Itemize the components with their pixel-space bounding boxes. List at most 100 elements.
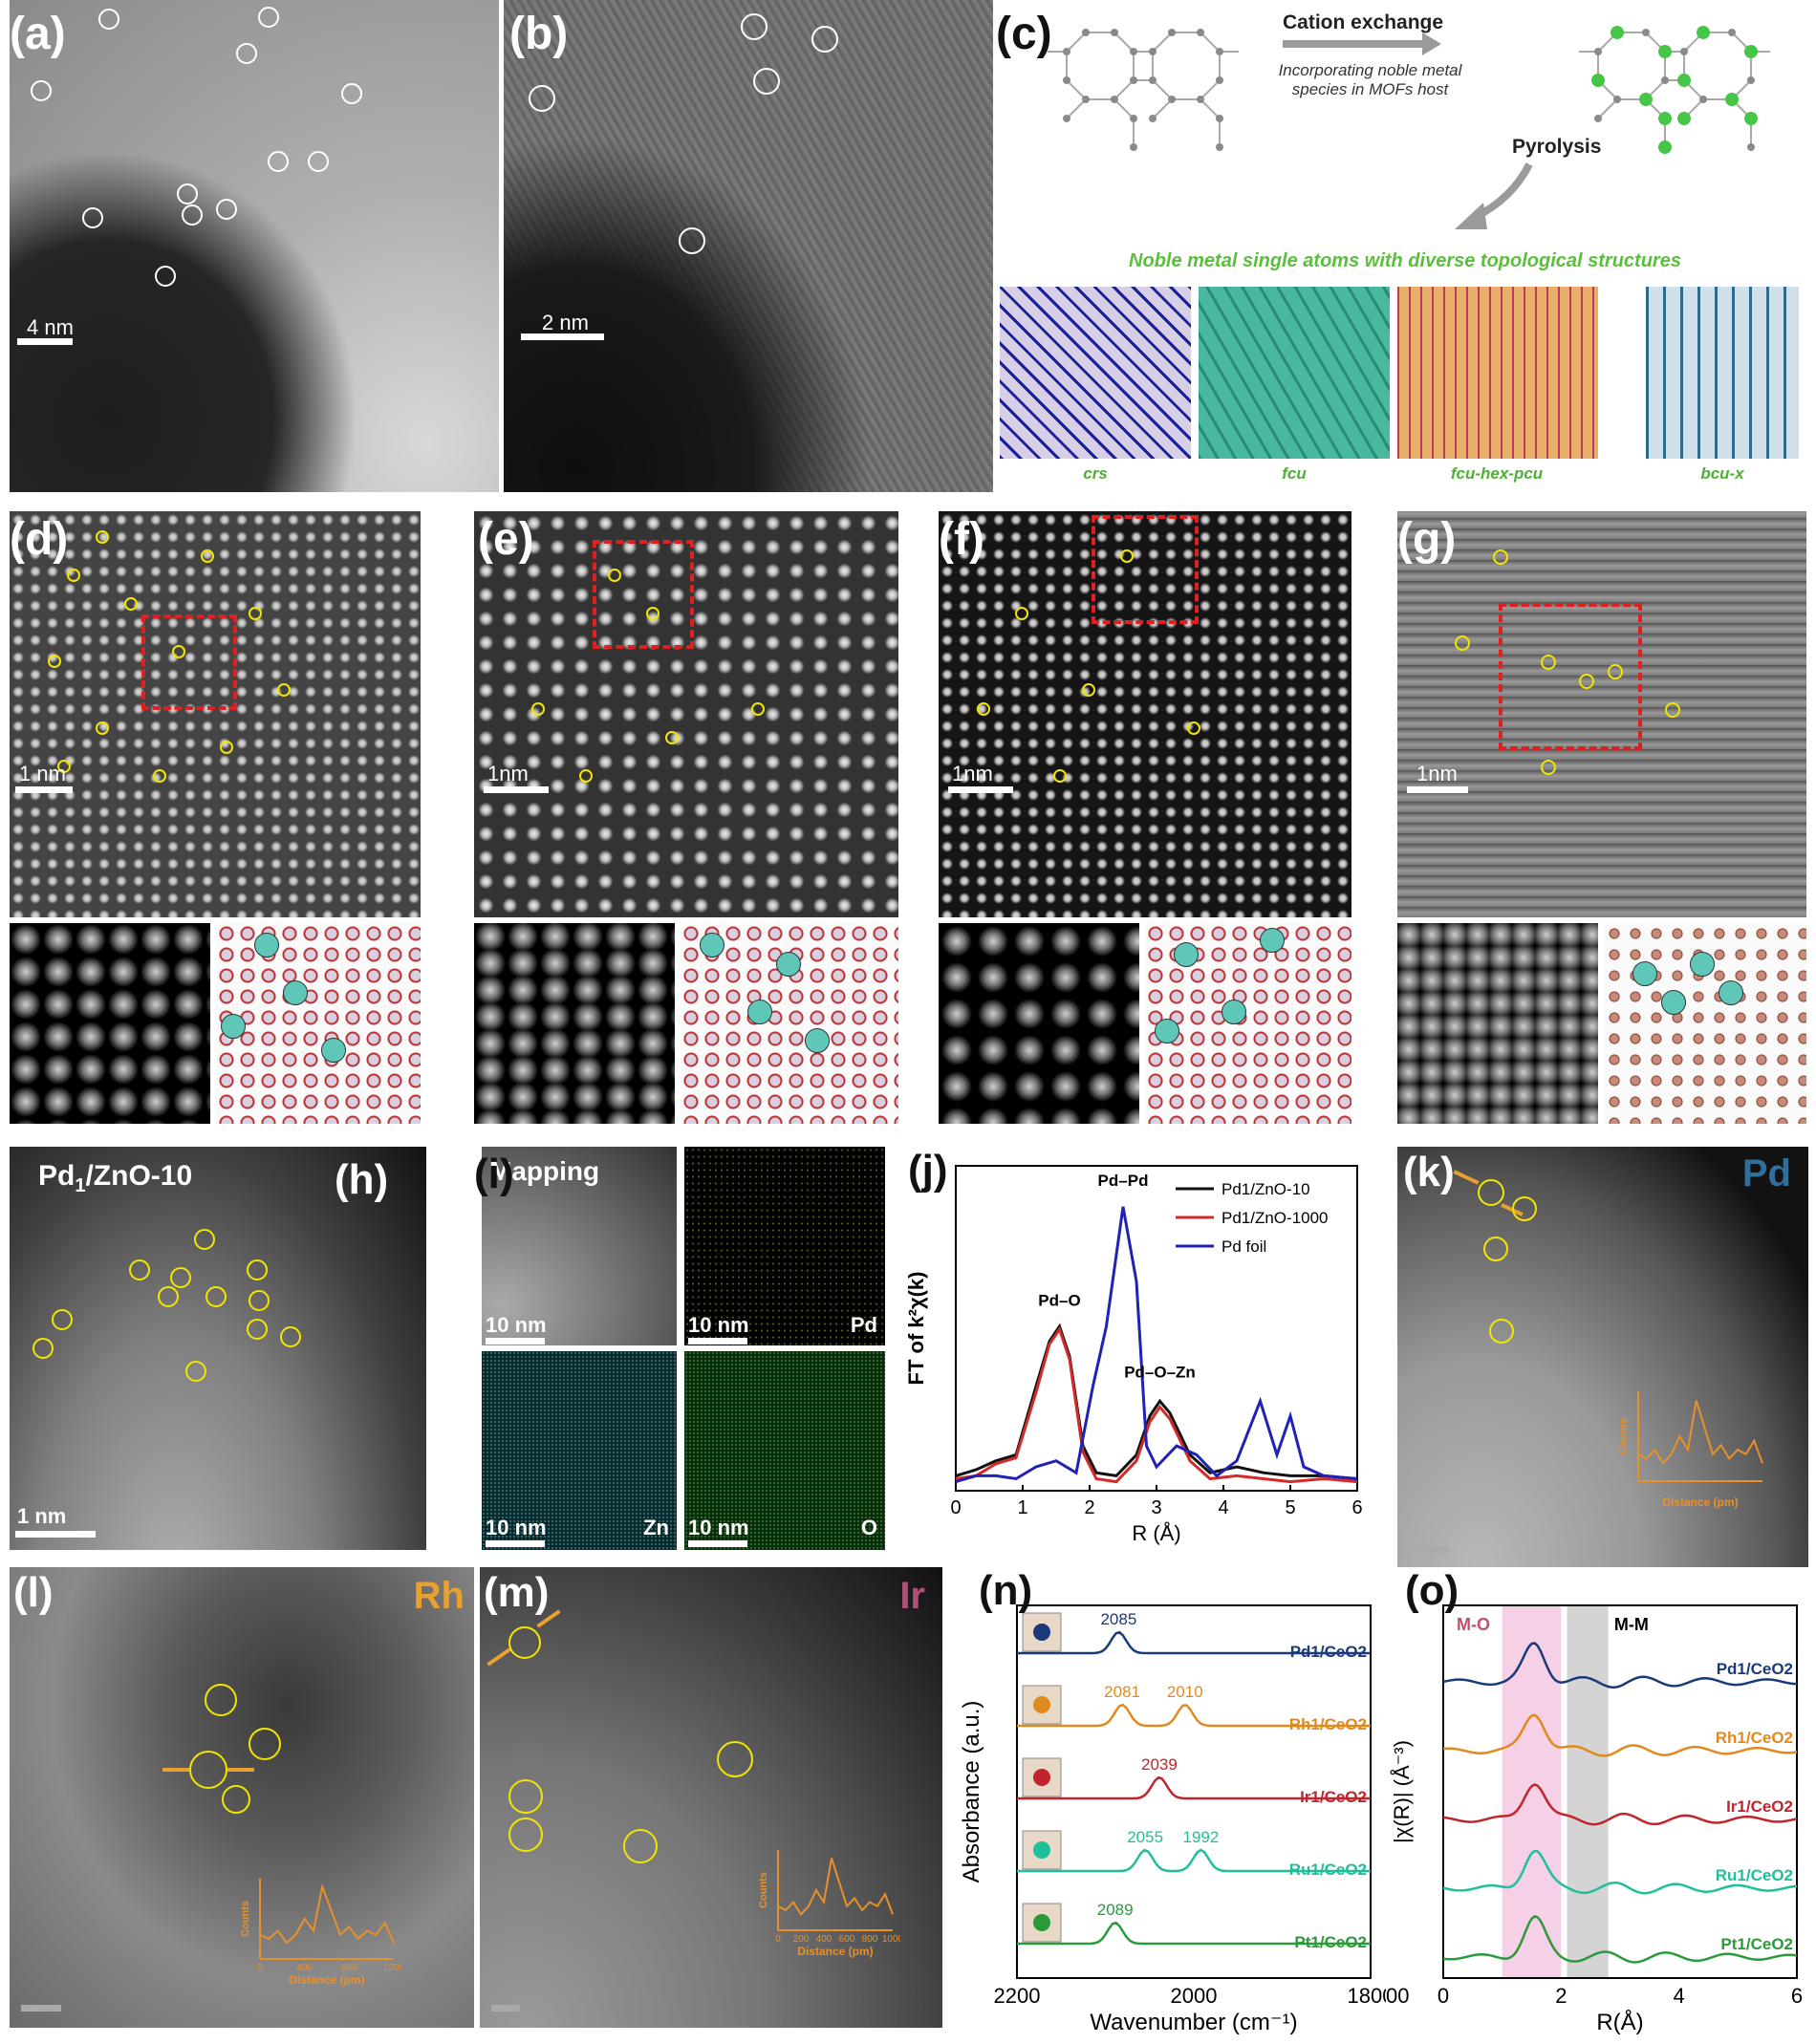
pd-map: Pd 10 nm — [684, 1147, 885, 1345]
panel-e-label: (e) — [478, 514, 534, 565]
panel-e-haadf-image: (e) 1nm — [474, 511, 898, 917]
cation-exchange-description: Incorporating noble metal species in MOF… — [1278, 61, 1462, 98]
spectrum-line-2 — [1017, 1775, 1371, 1800]
x-axis-label: R (Å) — [1132, 1521, 1180, 1545]
topology-banner: Noble metal single atoms with diverse to… — [1129, 250, 1681, 271]
scale-bar-label: 2 nm — [542, 311, 589, 334]
m-m-region — [1567, 1605, 1609, 1978]
panel-c-schematic: (c) Cation exchange Incorporating noble … — [996, 0, 1814, 492]
ft-line-1 — [1442, 1713, 1798, 1757]
zoom-region-box — [141, 614, 237, 710]
series-label: Pt1/CeO2 — [1720, 1935, 1793, 1953]
legend-label: Pd1/ZnO-1000 — [1221, 1209, 1329, 1227]
inset-profile-line — [1637, 1400, 1763, 1465]
inset-tick-label: 0 — [257, 1963, 263, 1973]
series-label: Rh1/CeO2 — [1716, 1729, 1793, 1747]
metal-atom — [700, 933, 724, 957]
inset-tick-label: 800 — [341, 1963, 357, 1973]
single-atom-marker — [247, 1259, 268, 1280]
x-tick-label: 2 — [1084, 1497, 1094, 1518]
series-label: Ru1/CeO2 — [1289, 1861, 1367, 1879]
single-atom-marker — [32, 1338, 54, 1359]
single-atom-marker — [201, 549, 214, 563]
topology-crs-label: crs — [1083, 464, 1108, 483]
single-atom-marker — [216, 199, 237, 220]
single-atom-marker — [249, 1290, 270, 1311]
scale-bar-label: 1nm — [487, 762, 529, 785]
single-atom-marker — [717, 1741, 753, 1777]
element-label-zn: Zn — [643, 1516, 669, 1539]
single-atom-marker — [977, 702, 990, 716]
metal-center-icon — [1033, 1914, 1050, 1931]
panel-o-label: (o) — [1405, 1567, 1459, 1614]
spectrum-line-4 — [1017, 1921, 1371, 1946]
metal-atom — [1260, 928, 1285, 953]
single-atom-marker — [153, 769, 166, 783]
cation-exchange-arrow — [1283, 40, 1426, 48]
metal-center-icon — [1033, 1841, 1050, 1859]
x-tick-label: 4 — [1674, 1984, 1685, 2008]
zoom-region-box — [1499, 603, 1642, 750]
x-tick-label: 1 — [1017, 1497, 1027, 1518]
single-atom-marker — [665, 731, 679, 744]
metal-atom — [283, 980, 308, 1005]
single-atom-marker — [247, 1319, 268, 1340]
element-label-o: O — [860, 1516, 877, 1539]
scale-bar-label: 10 nm — [486, 1516, 547, 1539]
x-tick-label: 1800 — [1348, 1984, 1386, 2008]
inset-tick-label: 200 — [793, 1934, 810, 1945]
series-line-2 — [955, 1206, 1358, 1484]
metal-atom — [254, 933, 279, 957]
title-text: Pd — [38, 1160, 76, 1192]
peak-label: 2010 — [1167, 1683, 1203, 1701]
single-atom-marker — [189, 1751, 227, 1789]
single-atom-marker — [258, 7, 279, 28]
single-atom-marker — [96, 721, 109, 735]
peak-label: 2085 — [1100, 1610, 1136, 1628]
single-atom-marker — [1493, 549, 1508, 565]
inset-tick-label: 400 — [816, 1934, 832, 1945]
single-atom-marker — [170, 1267, 191, 1288]
haadf-map: Mapping 10 nm — [482, 1147, 677, 1345]
scale-bar — [15, 786, 73, 793]
panel-b-label: (b) — [509, 9, 569, 59]
single-atom-marker — [57, 760, 71, 773]
topology-crs-model — [1000, 287, 1191, 459]
line-profile-arrow — [227, 1768, 254, 1772]
panel-f-simulated-image — [939, 923, 1139, 1124]
single-atom-marker — [172, 645, 185, 658]
single-atom-marker — [31, 80, 52, 101]
scale-bar — [1409, 1546, 1449, 1553]
metal-atom — [805, 1028, 830, 1053]
panel-f-atomic-model — [1145, 923, 1351, 1124]
peak-annotation: Pd–O — [1038, 1291, 1080, 1309]
single-atom-marker — [646, 607, 659, 620]
single-atom-marker — [531, 702, 545, 716]
o-map: O 10 nm — [684, 1351, 885, 1550]
panel-j-exafs-chart: (j) Pd1/ZnO-10 Pd1/ZnO-1000 Pd foil 0 1 2 3 4 5 6… — [898, 1147, 1376, 1567]
pyrolysis-arrow — [1455, 162, 1533, 229]
y-axis-label: Absorbance (a.u.) — [959, 1701, 984, 1883]
ft-line-0 — [1442, 1642, 1798, 1689]
series-label: Pd1/CeO2 — [1717, 1660, 1793, 1678]
panel-g-simulated-image — [1397, 923, 1598, 1124]
inset-tick-label: 800 — [862, 1934, 878, 1945]
single-atom-marker — [124, 597, 138, 611]
panel-f-label: (f) — [939, 514, 984, 565]
series-label: Rh1/CeO2 — [1289, 1715, 1367, 1733]
spectrum-line-3 — [1017, 1848, 1371, 1873]
single-atom-marker — [1489, 1319, 1514, 1344]
single-atom-marker — [52, 1309, 73, 1330]
series-label: Ir1/CeO2 — [1726, 1797, 1793, 1816]
metal-center-icon — [1033, 1624, 1050, 1641]
panel-d-simulated-image — [10, 923, 210, 1124]
single-atom-marker — [185, 1361, 206, 1382]
panel-k-haadf-image: (k) Pd Distance (pm) Counts — [1397, 1147, 1808, 1567]
single-atom-marker — [1512, 1196, 1537, 1221]
single-atom-marker — [98, 9, 119, 30]
pyrolysis-label: Pyrolysis — [1512, 136, 1602, 158]
topology-bcu-x-label: bcu-x — [1700, 464, 1744, 483]
line-profile-arrow — [162, 1768, 189, 1772]
line-profile-inset: 0 200 400 600 800 1000 Distance (pm) Counts — [758, 1850, 900, 1958]
single-atom-marker — [608, 569, 621, 582]
